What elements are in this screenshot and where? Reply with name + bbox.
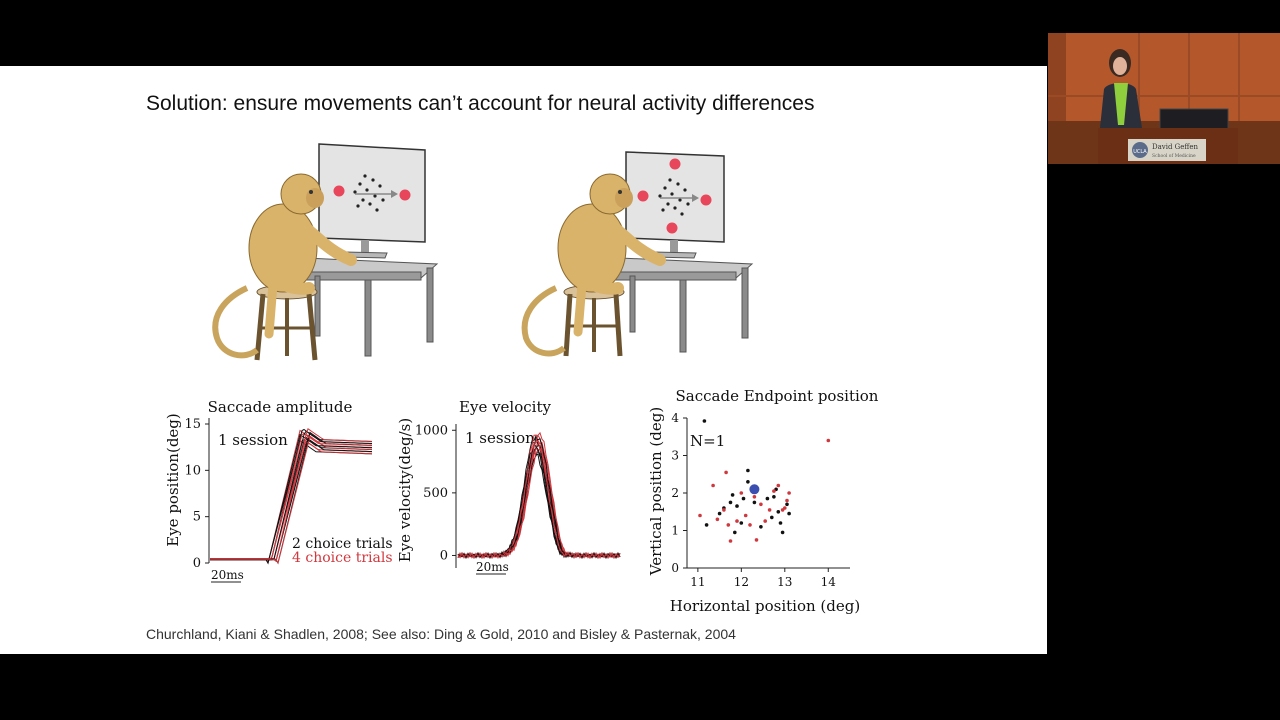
plot3-point-0-13	[759, 525, 763, 529]
plot1-ytick-label-2: 10	[184, 463, 201, 478]
plot3-point-0-20	[785, 502, 789, 507]
plot3-point-0-9	[741, 496, 746, 501]
plot3-point-0-7	[735, 504, 739, 508]
speaker-banner-text: David Geffen	[1152, 143, 1199, 151]
plot3-point-0-5	[730, 493, 735, 497]
plot3-point-0-0	[702, 419, 707, 423]
plot2-trace-1	[457, 445, 621, 559]
plot3-point-1-2	[715, 517, 720, 522]
plot3-point-1-10	[748, 523, 752, 527]
plot2-annotation: 1 session	[465, 429, 535, 447]
plot3-point-0-10	[746, 480, 750, 484]
plot3-point-1-6	[728, 539, 733, 543]
speaker-banner-sub: School of Medicine	[1152, 153, 1196, 159]
plot3-ytick-label-3: 3	[671, 449, 679, 463]
saccade-amplitude-plot: Saccade amplitude Eye position(deg) 0 5 10…	[164, 398, 393, 583]
plot3-point-0-22	[770, 515, 774, 520]
plot2-trace-11	[457, 431, 620, 559]
monkey-2-choice-illustration	[212, 143, 439, 361]
plot3-point-1-4	[724, 470, 728, 475]
plot3-point-1-11	[752, 495, 757, 499]
plot3-point-0-17	[776, 510, 781, 514]
plots-panel: Saccade amplitude Eye position(deg) 0510…	[164, 387, 879, 615]
plot3-xlabel: Horizontal position (deg)	[670, 597, 860, 615]
plot1-legend-4-choice: 4 choice trials	[292, 550, 393, 566]
plot3-annotation: N=1	[690, 432, 725, 450]
speaker-video-frame: UCLA David Geffen School of Medicine	[1048, 33, 1280, 164]
plot3-point-1-9	[743, 513, 748, 518]
plot3-point-1-15	[767, 508, 772, 512]
plot3-point-1-7	[735, 519, 739, 523]
plot3-point-1-13	[759, 502, 763, 507]
plot3-point-1-0	[698, 513, 702, 518]
eye-velocity-plot: Eye velocity Eye velocity(deg/s) 0 500 100…	[396, 398, 621, 575]
plot1-scale-label: 20ms	[211, 568, 244, 582]
plot3-point-1-22	[826, 438, 831, 443]
saccade-endpoint-plot: Saccade Endpoint position Vertical posit…	[647, 387, 879, 615]
plot3-point-1-5	[726, 523, 731, 527]
plot3-ytick-label-0: 0	[671, 561, 679, 575]
plot2-trace-7	[457, 447, 621, 559]
plot1-trace-13	[210, 428, 373, 562]
plot2-scale-label: 20ms	[476, 560, 509, 574]
plot2-ytick-label-2: 1000	[415, 423, 448, 438]
plot3-point-1-8	[739, 491, 744, 495]
plot3-point-0-8	[739, 521, 744, 525]
plot3-point-1-16	[772, 489, 776, 493]
slide-title: Solution: ensure movements can’t account…	[146, 92, 815, 115]
plot3-point-0-14	[765, 496, 770, 501]
speaker-video: UCLA David Geffen School of Medicine	[1048, 33, 1280, 164]
plot3-point-0-6	[733, 530, 737, 535]
plot3-point-0-12	[752, 500, 757, 505]
plot3-point-0-15	[772, 495, 776, 499]
plot3-point-1-1	[711, 483, 715, 488]
plot3-point-1-17	[776, 483, 781, 488]
plot2-ytick-label-1: 500	[423, 486, 448, 501]
plot3-point-0-19	[780, 530, 785, 535]
plot3-xtick-label-2: 13	[777, 575, 792, 589]
plot1-annotation: 1 session	[218, 431, 288, 449]
plot1-ytick-label-0: 0	[193, 556, 201, 571]
plot3-point-0-21	[787, 511, 791, 516]
plot3-point-0-1	[704, 523, 709, 527]
plot2-ylabel: Eye velocity(deg/s)	[396, 418, 414, 563]
plot3-point-0-11	[746, 468, 750, 473]
plot3-point-2-0	[749, 484, 760, 495]
plot3-xtick-label-0: 11	[690, 575, 705, 589]
plot3-point-1-19	[785, 498, 789, 503]
plot1-title: Saccade amplitude	[208, 398, 353, 416]
plot1-legend-2-choice: 2 choice trials	[292, 536, 393, 552]
speaker-logo-text: UCLA	[1133, 149, 1147, 155]
plot2-title: Eye velocity	[459, 398, 551, 416]
plot3-xtick-label-3: 14	[821, 575, 837, 589]
plot3-point-1-12	[754, 538, 759, 542]
plot3-ytick-label-4: 4	[671, 411, 679, 425]
plot1-ytick-label-3: 15	[184, 417, 201, 432]
plot2-trace-0	[457, 452, 621, 559]
plot1-ylabel: Eye position(deg)	[164, 413, 182, 547]
plot3-title: Saccade Endpoint position	[676, 387, 879, 405]
plot1-ytick-label-1: 5	[193, 510, 201, 525]
plot3-point-1-3	[722, 508, 726, 512]
plot3-xtick-label-1: 12	[734, 575, 749, 589]
plot2-trace-10	[457, 436, 621, 559]
plot3-ytick-label-1: 1	[671, 524, 679, 538]
plot3-point-1-20	[787, 491, 791, 495]
plot3-point-1-21	[783, 506, 787, 510]
plot3-point-0-18	[778, 521, 783, 525]
plot2-trace-6	[457, 449, 621, 559]
plot2-ytick-label-0: 0	[440, 548, 448, 563]
slide: Solution: ensure movements can’t account…	[0, 66, 1047, 654]
plot3-point-0-2	[717, 511, 722, 516]
plot3-ytick-label-2: 2	[671, 486, 679, 500]
plot3-point-1-14	[763, 519, 767, 523]
monkey-4-choice-illustration	[521, 151, 754, 357]
citation: Churchland, Kiani & Shadlen, 2008; See a…	[146, 626, 736, 642]
plot3-point-0-4	[728, 500, 733, 505]
plot3-ylabel: Vertical position (deg)	[647, 407, 665, 576]
